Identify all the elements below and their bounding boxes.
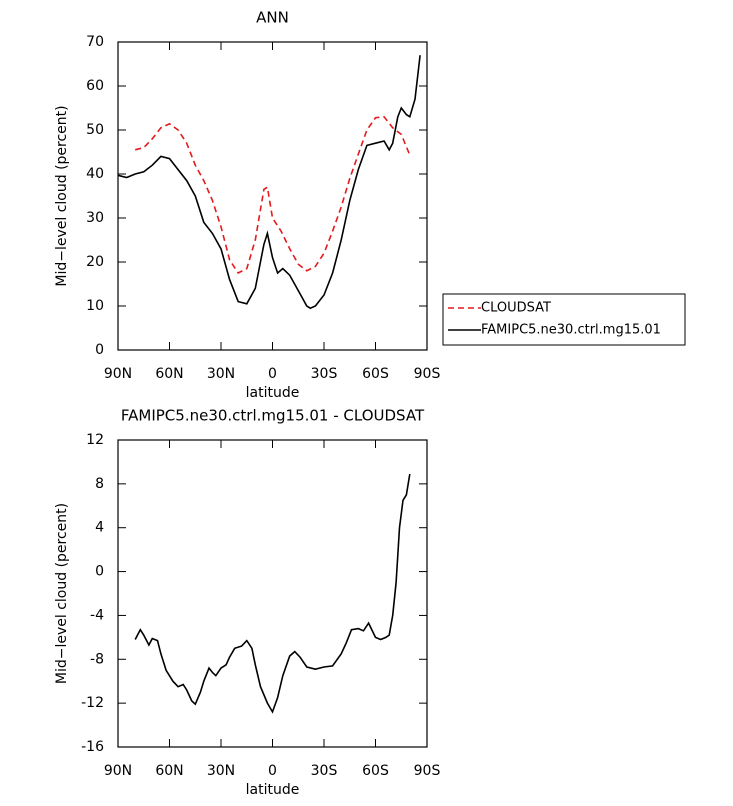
legend-box: [442, 293, 686, 346]
x-tick-label: 60N: [155, 763, 183, 779]
y-tick-label: 30: [86, 210, 104, 226]
y-axis-label: Mid−level cloud (percent): [54, 105, 70, 286]
y-tick-label: 4: [95, 520, 104, 536]
x-tick-label: 60N: [155, 366, 183, 382]
chart-title: ANN: [256, 9, 289, 27]
x-tick-label: 0: [268, 763, 277, 779]
series-line: [117, 55, 421, 310]
y-tick-label: 0: [95, 342, 104, 358]
x-tick-label: 90N: [104, 763, 132, 779]
x-axis-label: latitude: [246, 782, 300, 798]
y-tick-label: 0: [95, 564, 104, 580]
x-tick-label: 60S: [362, 366, 389, 382]
y-axis-label: Mid−level cloud (percent): [54, 503, 70, 684]
x-tick-label: 0: [268, 366, 277, 382]
x-tick-label: 30N: [207, 366, 235, 382]
legend-label: FAMIPC5.ne30.ctrl.mg15.01: [481, 323, 661, 338]
x-tick-label: 30N: [207, 763, 235, 779]
y-tick-label: 12: [86, 432, 104, 448]
y-tick-label: -12: [81, 695, 104, 711]
y-tick-label: 60: [86, 78, 104, 94]
series-line: [135, 115, 411, 275]
y-tick-label: 40: [86, 166, 104, 182]
y-tick-label: 20: [86, 254, 104, 270]
y-tick-label: -4: [90, 607, 104, 623]
x-tick-label: 90S: [414, 763, 441, 779]
series-line: [134, 473, 411, 714]
y-tick-label: 10: [86, 298, 104, 314]
x-tick-label: 30S: [311, 366, 338, 382]
x-tick-label: 30S: [311, 763, 338, 779]
x-axis-label: latitude: [246, 385, 300, 401]
legend-label: CLOUDSAT: [481, 301, 551, 316]
y-tick-label: 70: [86, 34, 104, 50]
y-tick-label: 8: [95, 476, 104, 492]
plot-frame: [117, 41, 428, 351]
x-tick-label: 90S: [414, 366, 441, 382]
x-tick-label: 60S: [362, 763, 389, 779]
plot-frame: [117, 439, 428, 748]
y-tick-label: 50: [86, 122, 104, 138]
y-tick-label: -16: [81, 739, 104, 755]
y-tick-label: -8: [90, 651, 104, 667]
chart-title: FAMIPC5.ne30.ctrl.mg15.01 - CLOUDSAT: [121, 407, 425, 425]
x-tick-label: 90N: [104, 366, 132, 382]
